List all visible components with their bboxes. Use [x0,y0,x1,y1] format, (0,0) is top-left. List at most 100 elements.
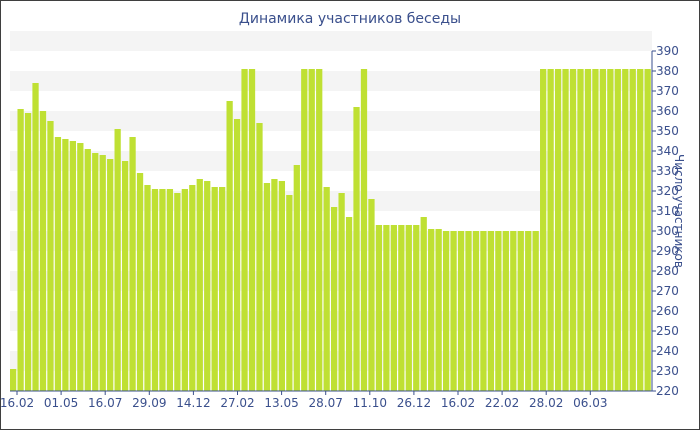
chart-title: Динамика участников беседы [238,11,462,27]
bar[interactable] [144,185,151,391]
bar[interactable] [39,111,47,391]
bar[interactable] [517,231,524,391]
y-tick-label: 360 [656,104,679,118]
bar[interactable] [540,69,547,391]
bar[interactable] [360,69,368,391]
bar[interactable] [62,139,69,391]
bar[interactable] [181,189,188,391]
y-tick-label: 330 [656,164,679,178]
bar[interactable] [121,161,129,391]
bar[interactable] [465,231,472,391]
bar[interactable] [114,129,121,391]
bar[interactable] [226,101,233,391]
bar[interactable] [92,153,99,391]
bar[interactable] [271,179,278,391]
bar[interactable] [457,231,465,391]
bar[interactable] [159,189,166,391]
bar[interactable] [629,69,636,391]
y-tick-label: 380 [656,64,679,78]
bar[interactable] [316,69,323,391]
bar[interactable] [420,217,427,391]
bar[interactable] [54,137,62,391]
bar[interactable] [368,199,375,391]
bar[interactable] [293,165,300,391]
bar[interactable] [278,181,286,391]
x-tick-label: 22.02 [485,396,519,410]
bar[interactable] [607,69,614,391]
bar[interactable] [375,225,383,391]
bar[interactable] [532,231,539,391]
y-tick-label: 370 [656,84,679,98]
bar[interactable] [353,107,360,391]
bar[interactable] [502,231,509,391]
bar[interactable] [338,193,345,391]
bar[interactable] [622,69,629,391]
bar[interactable] [301,69,308,391]
y-tick-label: 270 [656,284,679,298]
bar[interactable] [562,69,569,391]
bar[interactable] [569,69,577,391]
bar[interactable] [129,137,136,391]
bar[interactable] [10,369,17,391]
bar[interactable] [472,231,480,391]
bar[interactable] [286,195,293,391]
bar[interactable] [405,225,412,391]
grid-band [10,71,652,91]
bar[interactable] [480,231,487,391]
bar[interactable] [196,179,203,391]
bar[interactable] [107,159,114,391]
bar[interactable] [599,69,607,391]
bar[interactable] [47,121,54,391]
bar[interactable] [308,69,315,391]
bar[interactable] [592,69,599,391]
bar[interactable] [233,119,241,391]
bar[interactable] [383,225,390,391]
y-tick-label: 260 [656,304,679,318]
x-tick-label: 28.07 [309,396,343,410]
bar[interactable] [644,69,651,391]
bar[interactable] [211,187,218,391]
bar[interactable] [189,185,196,391]
bar[interactable] [450,231,457,391]
bar[interactable] [166,189,174,391]
bar[interactable] [256,123,263,391]
bar[interactable] [263,183,271,391]
bar[interactable] [219,187,226,391]
bar[interactable] [248,69,256,391]
bar[interactable] [637,69,644,391]
y-tick-label: 250 [656,324,679,338]
bar[interactable] [495,231,502,391]
bar[interactable] [77,143,84,391]
bar[interactable] [413,225,420,391]
bar[interactable] [32,83,39,391]
bar[interactable] [345,217,353,391]
bar[interactable] [525,231,532,391]
bar[interactable] [17,109,24,391]
bar[interactable] [24,113,32,391]
x-tick-label: 14.12 [176,396,210,410]
bar[interactable] [323,187,330,391]
bar[interactable] [99,155,106,391]
bar[interactable] [204,181,211,391]
bar[interactable] [174,193,181,391]
bar[interactable] [390,225,397,391]
bar[interactable] [577,69,584,391]
bar[interactable] [614,69,621,391]
bar[interactable] [487,231,495,391]
bar[interactable] [510,231,517,391]
bar[interactable] [151,189,159,391]
bar[interactable] [428,229,435,391]
bar[interactable] [69,141,76,391]
bar[interactable] [554,69,562,391]
bar[interactable] [584,69,592,391]
x-tick-label: 13.05 [264,396,298,410]
bar[interactable] [241,69,248,391]
bar[interactable] [435,229,442,391]
bar[interactable] [398,225,405,391]
bar[interactable] [331,207,338,391]
bar[interactable] [547,69,554,391]
bar[interactable] [136,173,144,391]
bar[interactable] [442,231,450,391]
bar[interactable] [84,149,91,391]
